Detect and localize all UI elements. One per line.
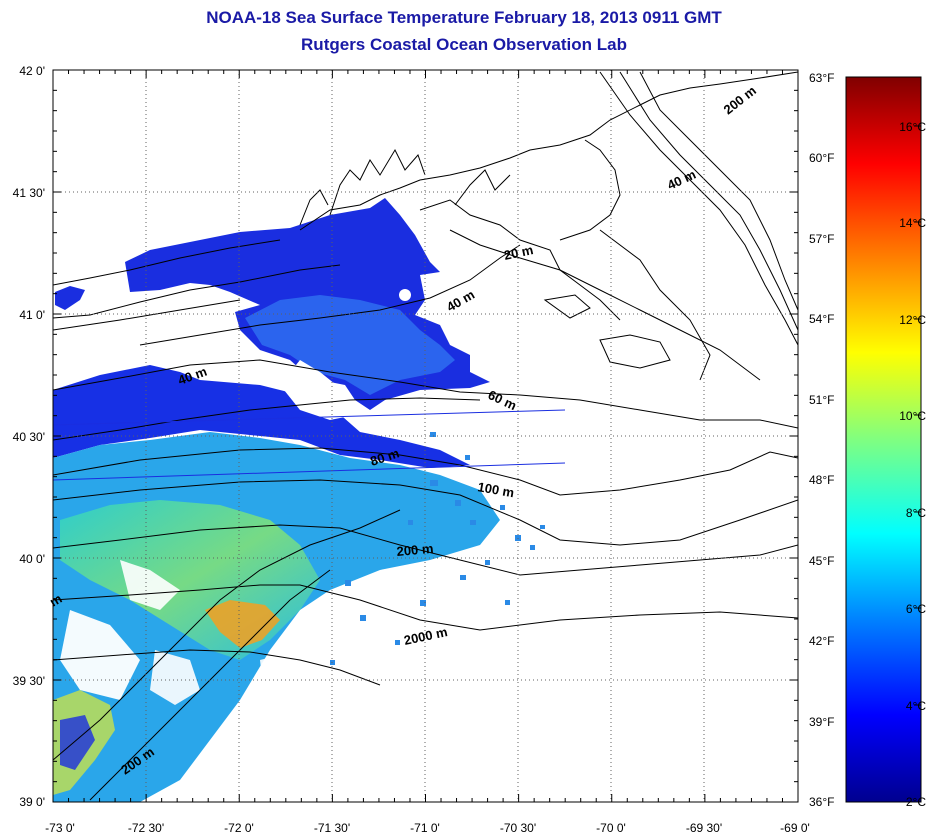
isobath-label-200m-center: 200 m <box>396 541 434 559</box>
colorbar-f-label: 54°F <box>809 312 834 326</box>
lon-label: -71 30' <box>314 821 350 835</box>
lat-label: 41 0' <box>19 308 45 322</box>
axis-ticks <box>52 69 799 803</box>
isobath-label-20m: 20 m <box>503 242 535 263</box>
lat-label: 42 0' <box>19 64 45 78</box>
colorbar-c-label: 8°C <box>906 506 926 520</box>
sst-patch-small-west <box>55 286 85 310</box>
colorbar-c-label: 6°C <box>906 602 926 616</box>
sst-patch-gulfstream-filament <box>205 600 280 648</box>
lat-label: 39 0' <box>19 795 45 809</box>
lon-label: -72 0' <box>224 821 254 835</box>
colorbar-c-label: 14°C <box>899 216 926 230</box>
colorbar-f-label: 57°F <box>809 232 834 246</box>
colorbar <box>845 76 922 803</box>
coastline-isobaths <box>53 71 798 801</box>
lon-label: -69 30' <box>686 821 722 835</box>
colorbar-f-label: 60°F <box>809 151 834 165</box>
lon-label: -72 30' <box>128 821 164 835</box>
colorbar-celsius-labels: 16°C 14°C 12°C 10°C 8°C 6°C 4°C 2°C <box>899 120 926 809</box>
map-title: NOAA-18 Sea Surface Temperature February… <box>206 8 722 27</box>
sst-patch-ri-inner <box>245 295 455 395</box>
colorbar-f-label: 51°F <box>809 393 834 407</box>
lon-axis-labels: -73 0' -72 30' -72 0' -71 30' -71 0' -70… <box>45 821 810 835</box>
colorbar-ticks <box>914 125 921 706</box>
colorbar-c-label: 4°C <box>906 699 926 713</box>
colorbar-f-label: 48°F <box>809 473 834 487</box>
lon-label: -70 0' <box>596 821 626 835</box>
colorbar-c-label: 2°C <box>906 795 926 809</box>
lon-label: -70 30' <box>500 821 536 835</box>
sst-layer <box>53 198 545 802</box>
colorbar-fahrenheit-labels: 63°F 60°F 57°F 54°F 51°F 48°F 45°F 42°F … <box>809 71 834 809</box>
lat-label: 39 30' <box>13 674 45 688</box>
colorbar-c-label: 10°C <box>899 409 926 423</box>
colorbar-f-label: 39°F <box>809 715 834 729</box>
lat-lon-grid <box>53 70 798 802</box>
colorbar-f-label: 45°F <box>809 554 834 568</box>
lat-label: 40 30' <box>13 430 45 444</box>
map-subtitle: Rutgers Coastal Ocean Observation Lab <box>301 35 627 54</box>
colorbar-f-label: 36°F <box>809 795 834 809</box>
colorbar-f-label: 42°F <box>809 634 834 648</box>
lon-label: -69 0' <box>780 821 810 835</box>
satellite-track-lines <box>52 409 566 481</box>
colorbar-c-label: 16°C <box>899 120 926 134</box>
sst-patch-nybight <box>53 365 470 468</box>
sst-patch-cold-pocket <box>60 715 95 770</box>
lat-label: 40 0' <box>19 552 45 566</box>
lon-label: -73 0' <box>45 821 75 835</box>
isobath-label-100m: 100 m <box>476 479 515 500</box>
colorbar-f-label: 63°F <box>809 71 834 85</box>
lon-label: -71 0' <box>410 821 440 835</box>
colorbar-c-label: 12°C <box>899 313 926 327</box>
lat-axis-labels: 42 0' 41 30' 41 0' 40 30' 40 0' 39 30' 3… <box>13 64 45 809</box>
lat-label: 41 30' <box>13 186 45 200</box>
